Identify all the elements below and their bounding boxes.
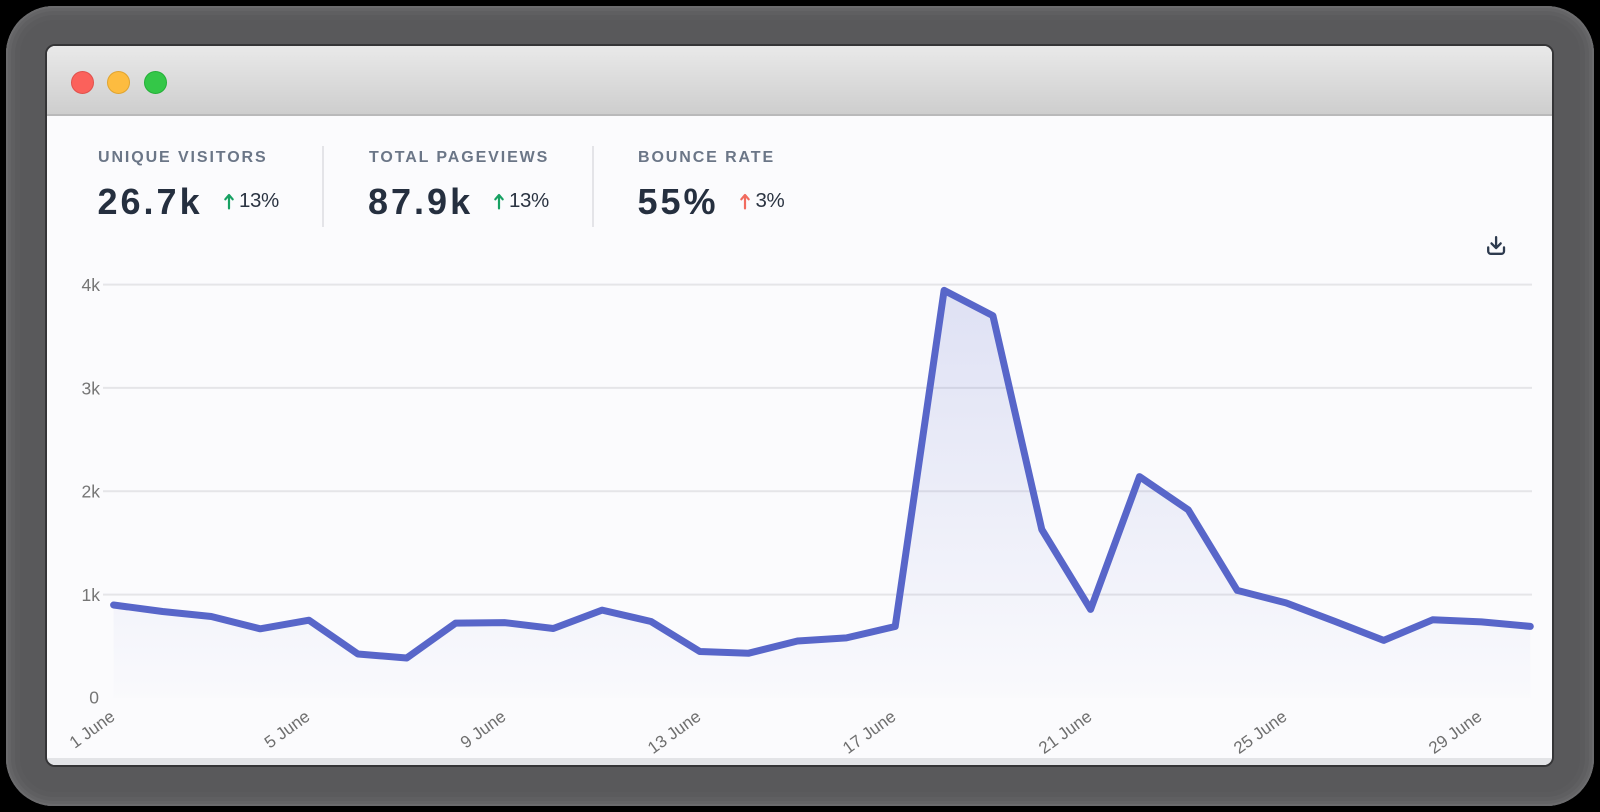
svg-text:4k: 4k [82, 275, 101, 295]
svg-text:3k: 3k [82, 378, 101, 398]
svg-text:9 June: 9 June [457, 707, 509, 752]
svg-text:29 June: 29 June [1425, 707, 1485, 758]
svg-text:1 June: 1 June [66, 707, 118, 752]
svg-text:2k: 2k [82, 482, 101, 502]
svg-text:0: 0 [89, 688, 99, 708]
svg-text:21 June: 21 June [1035, 707, 1095, 758]
svg-text:5 June: 5 June [261, 707, 313, 752]
svg-text:25 June: 25 June [1230, 707, 1290, 758]
svg-text:17 June: 17 June [839, 707, 899, 758]
svg-text:1k: 1k [82, 585, 101, 605]
svg-text:13 June: 13 June [644, 707, 704, 758]
